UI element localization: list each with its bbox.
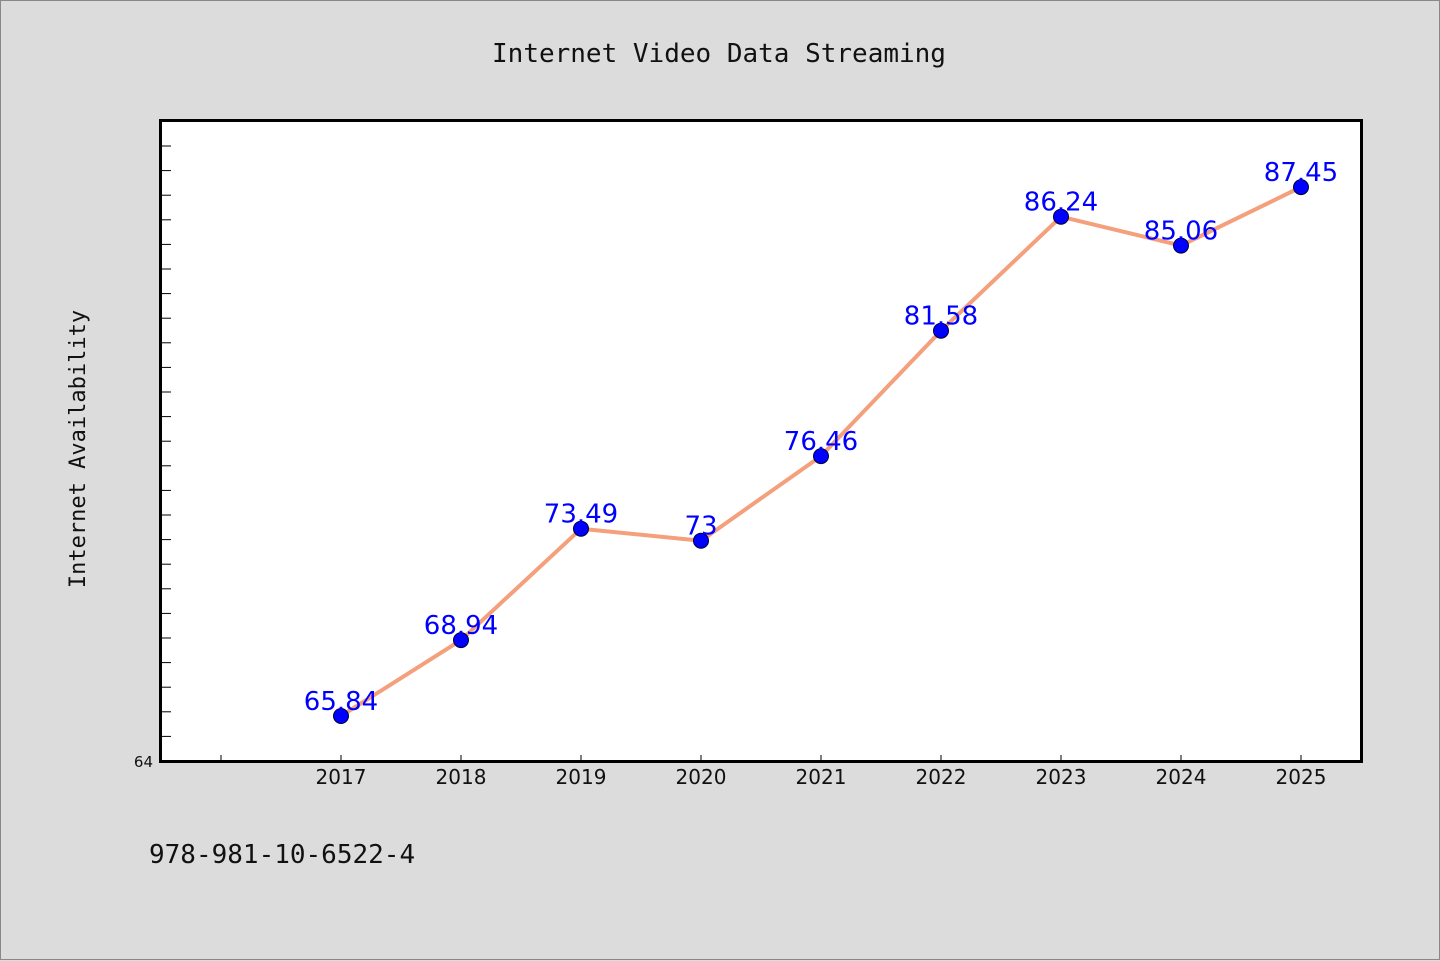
data-label: 87.45	[1264, 158, 1338, 188]
data-label: 73.49	[544, 500, 618, 530]
x-tick-label: 2021	[796, 765, 847, 789]
x-tick-label: 2020	[676, 765, 727, 789]
data-label: 65.84	[304, 687, 378, 717]
x-axis-ticks: 2017 2018 2019 2020 2021 2022 2023 2024 2025	[220, 755, 1327, 789]
data-label: 81.58	[904, 302, 978, 332]
x-tick-label: 2017	[316, 765, 367, 789]
data-label: 68.94	[424, 611, 498, 641]
y-axis-label: Internet Availability	[66, 310, 91, 588]
plot-area	[159, 119, 1363, 763]
data-point	[573, 520, 589, 537]
data-point	[333, 708, 349, 724]
data-label: 76.46	[784, 427, 858, 457]
x-tick-label: 2025	[1276, 765, 1327, 789]
data-label: 85.06	[1144, 217, 1218, 247]
y-axis-ticks	[161, 145, 171, 737]
data-point	[1293, 179, 1309, 196]
data-point	[453, 632, 469, 649]
x-tick-label: 2019	[556, 765, 607, 789]
data-label: 73	[684, 512, 717, 542]
data-point	[933, 322, 949, 339]
chart-title: Internet Video Data Streaming	[492, 39, 946, 69]
footer-isbn: 978-981-10-6522-4	[149, 840, 415, 870]
x-tick-label: 2023	[1036, 765, 1087, 789]
data-point	[693, 532, 709, 549]
x-tick-label: 2022	[916, 765, 967, 789]
data-point	[1173, 237, 1189, 254]
data-point	[1053, 208, 1069, 225]
series-group: 65.84 68.94 73.49 73 76.46 81.58 86.24 85.06 87.…	[304, 158, 1338, 724]
x-tick-label: 2024	[1156, 765, 1207, 789]
data-label: 86.24	[1024, 188, 1098, 218]
y-axis-min-label: 64	[134, 753, 153, 771]
data-point	[813, 448, 829, 465]
x-tick-label: 2018	[436, 765, 487, 789]
